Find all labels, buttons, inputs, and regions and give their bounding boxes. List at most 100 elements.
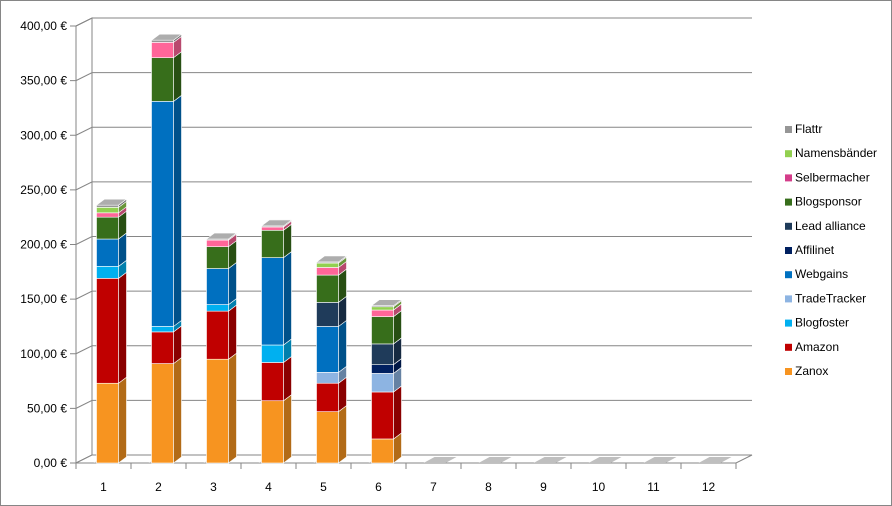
gridline bbox=[75, 345, 752, 355]
legend-item: Blogfoster bbox=[785, 316, 849, 330]
legend-item: Blogsponsor bbox=[785, 195, 862, 209]
bar-segment bbox=[261, 355, 292, 402]
bar-shadow bbox=[423, 457, 457, 463]
legend-label: Amazon bbox=[795, 340, 839, 354]
bar-shadow bbox=[478, 457, 512, 463]
legend-item: Namensbänder bbox=[785, 146, 877, 160]
bar-segment bbox=[261, 394, 292, 464]
bar-segment bbox=[205, 232, 238, 241]
legend-label: Selbermacher bbox=[795, 170, 870, 184]
bar-segment bbox=[151, 356, 182, 464]
bar-segment bbox=[206, 304, 237, 360]
y-tick-label: 150,00 € bbox=[20, 292, 67, 306]
x-tick-label: 4 bbox=[265, 480, 272, 494]
bar-segment bbox=[316, 376, 347, 413]
legend: Flattr Namensbänder Selbermacher Blogsponso… bbox=[785, 122, 877, 378]
legend-label: Webgains bbox=[795, 267, 848, 281]
legend-item: TradeTracker bbox=[785, 291, 866, 305]
x-tick-label: 8 bbox=[485, 480, 492, 494]
y-tick-label: 200,00 € bbox=[20, 238, 67, 252]
legend-swatch bbox=[785, 247, 792, 254]
legend-swatch bbox=[785, 198, 792, 206]
gridline bbox=[75, 181, 752, 191]
y-tick-label: 0,00 € bbox=[34, 456, 68, 470]
bar-segment bbox=[371, 432, 402, 464]
bar-segment bbox=[206, 352, 237, 464]
y-axis-ticks: 0,00 € 50,00 € 100,00 € 150,00 € 200,00 € 250… bbox=[20, 19, 77, 470]
bar-segment bbox=[151, 51, 182, 102]
legend-item: Amazon bbox=[785, 340, 839, 354]
bars bbox=[93, 33, 732, 464]
bar-segment bbox=[96, 271, 127, 384]
x-tick-label: 6 bbox=[375, 480, 382, 494]
gridline bbox=[75, 126, 752, 136]
gridline bbox=[75, 17, 752, 27]
y-tick-label: 50,00 € bbox=[27, 401, 67, 415]
legend-swatch bbox=[785, 271, 792, 279]
bar-segment bbox=[261, 338, 292, 364]
legend-swatch bbox=[785, 343, 792, 351]
bar-shadow bbox=[588, 457, 622, 463]
gridline bbox=[75, 72, 752, 82]
legend-swatch bbox=[785, 150, 792, 158]
x-tick-label: 7 bbox=[430, 480, 437, 494]
legend-item: Webgains bbox=[785, 267, 848, 281]
bar-segment bbox=[315, 255, 348, 264]
bar-segment bbox=[151, 35, 182, 59]
legend-swatch bbox=[785, 319, 792, 327]
bar-segment bbox=[316, 295, 347, 328]
y-tick-label: 300,00 € bbox=[20, 128, 67, 142]
legend-item: Zanox bbox=[785, 364, 828, 378]
legend-label: Blogfoster bbox=[795, 316, 849, 330]
legend-label: Affilinet bbox=[795, 243, 835, 257]
legend-label: Flattr bbox=[795, 122, 822, 136]
legend-item: Flattr bbox=[785, 122, 822, 136]
bar-segment bbox=[260, 219, 293, 228]
gridline bbox=[75, 399, 752, 409]
legend-swatch bbox=[785, 368, 792, 375]
x-tick-label: 2 bbox=[155, 480, 162, 494]
legend-item: Selbermacher bbox=[785, 170, 870, 184]
legend-label: Namensbänder bbox=[795, 146, 877, 160]
y-tick-label: 100,00 € bbox=[20, 347, 67, 361]
bar-segment bbox=[316, 319, 347, 373]
gridline bbox=[75, 290, 752, 300]
gridline bbox=[75, 236, 752, 245]
legend-item: Lead alliance bbox=[785, 219, 866, 233]
legend-label: TradeTracker bbox=[795, 291, 866, 305]
bar-segment bbox=[96, 376, 127, 464]
legend-label: Blogsponsor bbox=[795, 195, 862, 209]
x-tick-label: 3 bbox=[210, 480, 217, 494]
bar-segment bbox=[206, 233, 237, 248]
legend-swatch bbox=[785, 174, 792, 182]
legend-label: Lead alliance bbox=[795, 219, 866, 233]
x-tick-label: 1 bbox=[100, 480, 107, 494]
bar-shadow bbox=[643, 457, 677, 463]
bar-segment bbox=[316, 268, 347, 304]
legend-label: Zanox bbox=[795, 364, 828, 378]
bar-segment bbox=[371, 385, 402, 440]
bar-segment bbox=[261, 251, 292, 346]
bar-segment bbox=[371, 366, 402, 393]
legend-swatch bbox=[785, 295, 792, 303]
x-tick-label: 5 bbox=[320, 480, 327, 494]
legend-swatch bbox=[785, 126, 792, 133]
bar-segment bbox=[151, 94, 182, 328]
bar-segment bbox=[150, 33, 183, 43]
bar-segment bbox=[95, 198, 128, 208]
x-tick-label: 12 bbox=[702, 480, 716, 494]
x-tick-label: 9 bbox=[540, 480, 547, 494]
bar-shadow bbox=[533, 457, 567, 463]
bar-segment bbox=[370, 299, 403, 308]
y-tick-label: 350,00 € bbox=[20, 74, 67, 88]
x-axis-ticks: 1 2 3 4 5 6 7 8 9 10 11 12 bbox=[75, 462, 737, 494]
bar-segment bbox=[206, 240, 237, 270]
bar-shadow bbox=[698, 457, 732, 463]
y-tick-label: 250,00 € bbox=[20, 183, 67, 197]
bar-segment bbox=[316, 405, 347, 464]
y-tick-label: 400,00 € bbox=[20, 19, 67, 33]
bar-segment bbox=[206, 261, 237, 306]
legend-item: Affilinet bbox=[785, 243, 835, 257]
